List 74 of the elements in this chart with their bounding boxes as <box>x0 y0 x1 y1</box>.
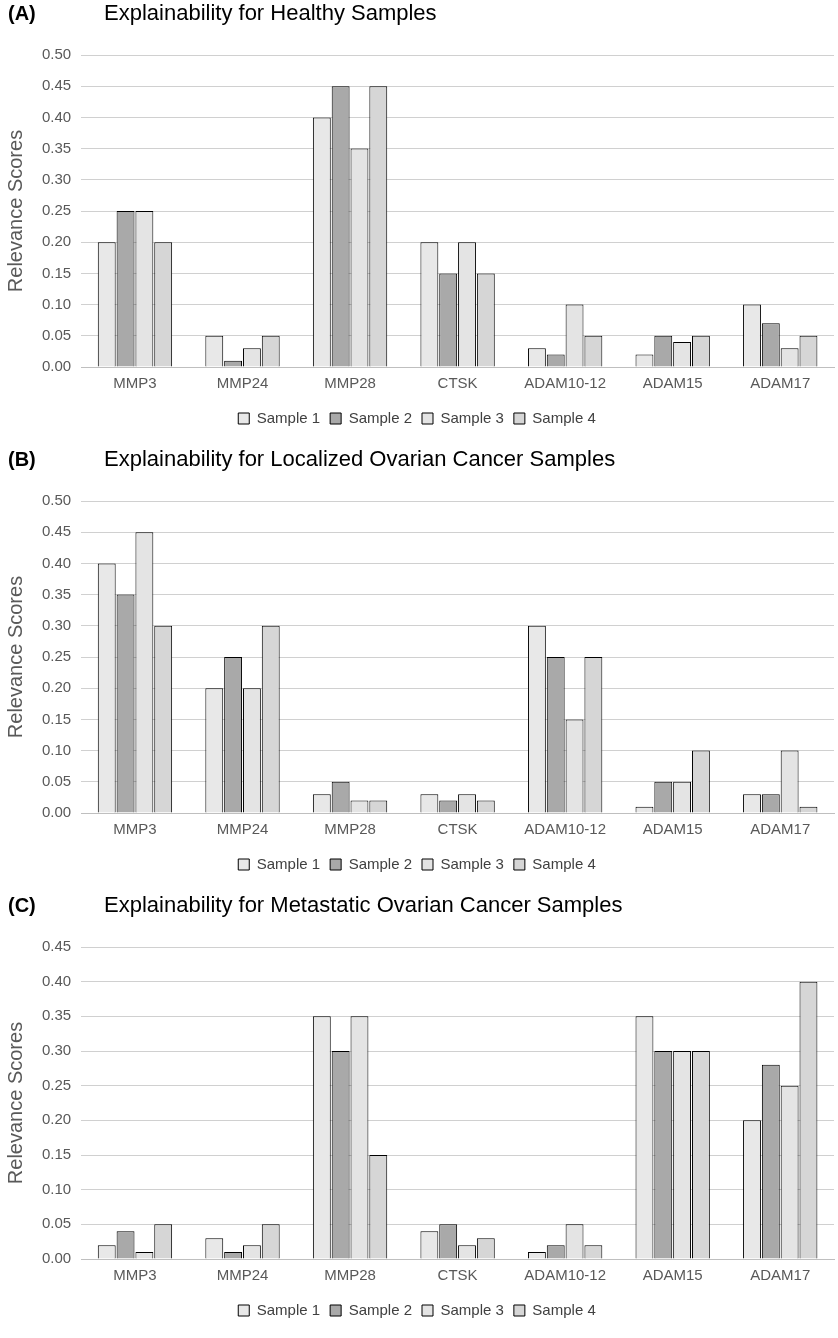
legend-label: Sample 4 <box>532 854 596 872</box>
x-tick-label: CTSK <box>437 1266 478 1284</box>
y-tick-label: 0.00 <box>41 1249 72 1267</box>
y-tick-label: 0.10 <box>41 740 72 758</box>
legend-label: Sample 1 <box>256 854 321 872</box>
x-tick-label: CTSK <box>437 374 478 392</box>
text: (B) <box>8 448 36 470</box>
y-tick-label: 0.00 <box>41 803 72 821</box>
y-tick-label: 0.40 <box>41 107 72 125</box>
chart-title: Explainability for Localized Ovarian Cancer Samples <box>104 446 616 472</box>
y-tick-label: 0.10 <box>41 294 72 312</box>
legend-label: Sample 3 <box>440 408 504 426</box>
legend-label: Sample 1 <box>256 408 321 426</box>
y-tick-label: 0.30 <box>41 1041 72 1059</box>
x-tick-label: ADAM17 <box>750 1266 811 1284</box>
legend-label: Sample 2 <box>348 408 413 426</box>
legend-label: Sample 3 <box>440 854 504 872</box>
x-tick-label: ADAM10-12 <box>524 820 606 838</box>
legend-label: Sample 4 <box>532 1300 596 1318</box>
x-tick-label: MMP24 <box>216 374 269 392</box>
y-tick-label: 0.45 <box>41 937 72 955</box>
y-tick-label: 0.25 <box>41 1075 72 1093</box>
y-tick-label: 0.45 <box>41 522 72 540</box>
y-axis-title: Relevance Scores <box>3 129 26 293</box>
y-axis-title: Relevance Scores <box>3 1021 26 1185</box>
y-tick-label: 0.15 <box>41 1145 72 1163</box>
x-tick-label: MMP3 <box>113 820 157 838</box>
y-tick-label: 0.00 <box>41 357 72 375</box>
y-tick-label: 0.40 <box>41 553 72 571</box>
x-tick-label: ADAM10-12 <box>524 374 606 392</box>
x-tick-label: MMP3 <box>113 374 157 392</box>
x-tick-label: MMP24 <box>216 1266 269 1284</box>
x-tick-label: ADAM15 <box>642 374 703 392</box>
y-tick-label: 0.35 <box>41 138 72 156</box>
legend-label: Sample 3 <box>440 1300 504 1318</box>
text: (A) <box>8 2 36 24</box>
chart-title: Explainability for Healthy Samples <box>104 0 437 26</box>
y-tick-label: 0.25 <box>41 201 72 219</box>
y-tick-label: 0.35 <box>41 1006 72 1024</box>
y-tick-label: 0.20 <box>41 232 72 250</box>
legend-label: Sample 2 <box>348 854 413 872</box>
x-tick-label: ADAM17 <box>750 820 811 838</box>
x-tick-label: ADAM17 <box>750 374 811 392</box>
x-tick-label: MMP3 <box>113 1266 157 1284</box>
y-tick-label: 0.05 <box>41 1214 72 1232</box>
x-tick-label: MMP28 <box>324 1266 376 1284</box>
chart-title: Explainability for Metastatic Ovarian Cancer Samples <box>104 892 623 918</box>
x-tick-label: MMP28 <box>324 374 376 392</box>
y-tick-label: 0.05 <box>41 771 72 789</box>
y-tick-label: 0.50 <box>41 491 72 509</box>
y-tick-label: 0.25 <box>41 647 72 665</box>
y-tick-label: 0.30 <box>41 169 72 187</box>
y-tick-label: 0.20 <box>41 1110 72 1128</box>
y-tick-label: 0.20 <box>41 678 72 696</box>
legend-label: Sample 4 <box>532 408 596 426</box>
y-tick-label: 0.30 <box>41 615 72 633</box>
legend-label: Sample 2 <box>348 1300 413 1318</box>
x-tick-label: ADAM10-12 <box>524 1266 606 1284</box>
y-tick-label: 0.10 <box>41 1179 72 1197</box>
y-tick-label: 0.05 <box>41 325 72 343</box>
x-tick-label: ADAM15 <box>642 820 703 838</box>
text: (C) <box>8 894 36 916</box>
y-axis-title: Relevance Scores <box>3 575 26 739</box>
x-tick-label: CTSK <box>437 820 478 838</box>
y-tick-label: 0.40 <box>41 971 72 989</box>
x-tick-label: ADAM15 <box>642 1266 703 1284</box>
y-tick-label: 0.15 <box>41 709 72 727</box>
y-tick-label: 0.45 <box>41 76 72 94</box>
y-tick-label: 0.15 <box>41 263 72 281</box>
x-tick-label: MMP24 <box>216 820 269 838</box>
legend-label: Sample 1 <box>256 1300 321 1318</box>
x-tick-label: MMP28 <box>324 820 376 838</box>
y-tick-label: 0.35 <box>41 584 72 602</box>
y-tick-label: 0.50 <box>41 45 72 63</box>
